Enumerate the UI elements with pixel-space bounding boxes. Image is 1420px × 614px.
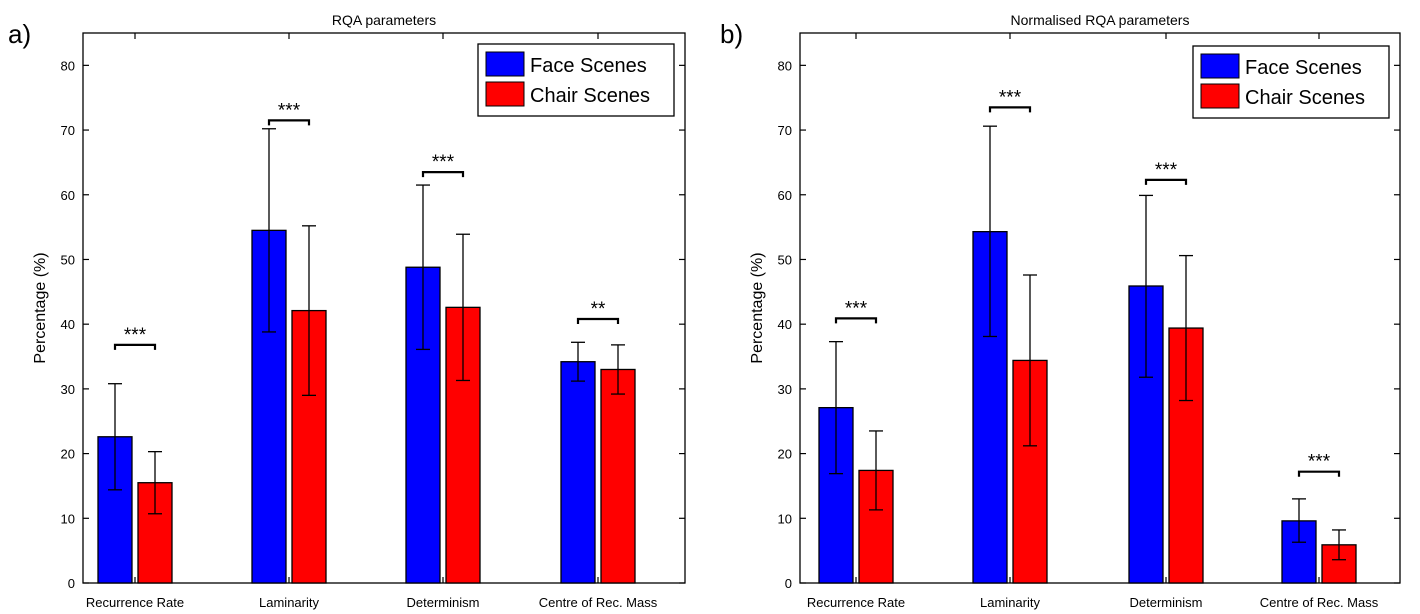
- y-tick-label: 30: [778, 382, 792, 397]
- y-tick-label: 10: [778, 511, 792, 526]
- legend-swatch: [1200, 83, 1240, 109]
- y-tick-label: 20: [61, 447, 75, 462]
- chart-title: Normalised RQA parameters: [1011, 12, 1190, 28]
- significance-bracket: [576, 317, 620, 324]
- y-axis-label: Percentage (%): [32, 252, 49, 363]
- panel-label: a): [8, 19, 31, 49]
- y-tick-label: 80: [778, 58, 792, 73]
- legend-swatch: [1200, 53, 1240, 79]
- chart-title: RQA parameters: [332, 12, 436, 28]
- significance-label: ***: [278, 100, 301, 121]
- panel-label: b): [720, 19, 743, 49]
- significance-bracket: [1297, 470, 1341, 477]
- y-tick-label: 10: [61, 511, 75, 526]
- y-tick-label: 0: [68, 576, 75, 591]
- significance-bracket: [421, 171, 465, 178]
- significance-label: ***: [1308, 452, 1331, 473]
- y-tick-label: 20: [778, 447, 792, 462]
- category-label: Recurrence Rate: [807, 595, 905, 610]
- significance-bracket: [113, 343, 157, 350]
- y-tick-label: 50: [61, 252, 75, 267]
- category-label: Laminarity: [259, 595, 319, 610]
- axes-frame: [799, 32, 1401, 584]
- category-label: Determinism: [407, 595, 480, 610]
- legend-label: Chair Scenes: [530, 85, 650, 107]
- legend-label: Face Scenes: [530, 55, 647, 77]
- category-label: Centre of Rec. Mass: [539, 595, 658, 610]
- y-tick-label: 30: [61, 382, 75, 397]
- y-tick-label: 60: [61, 188, 75, 203]
- significance-label: ***: [999, 87, 1022, 108]
- legend-swatch: [485, 81, 525, 107]
- significance-label: ***: [1155, 160, 1178, 181]
- axes-frame: [82, 32, 686, 584]
- category-label: Centre of Rec. Mass: [1260, 595, 1379, 610]
- significance-label: ***: [432, 152, 455, 173]
- face-bar: [251, 229, 287, 584]
- chart-panel-b: b) Normalised RQA parameters 0 10 20 30 40 50 60…: [720, 12, 1401, 610]
- y-tick-label: 70: [61, 123, 75, 138]
- category-label: Recurrence Rate: [86, 595, 184, 610]
- y-axis-label: Percentage (%): [749, 252, 766, 363]
- significance-label: **: [591, 299, 606, 320]
- legend-swatch: [485, 51, 525, 77]
- chair-bar: [600, 368, 636, 584]
- significance-bracket: [267, 119, 311, 126]
- significance-bracket: [834, 317, 878, 324]
- y-tick-label: 0: [785, 576, 792, 591]
- y-tick-label: 40: [61, 317, 75, 332]
- category-label: Laminarity: [980, 595, 1040, 610]
- y-tick-label: 70: [778, 123, 792, 138]
- significance-bracket: [1144, 178, 1188, 185]
- significance-label: ***: [124, 325, 147, 346]
- y-tick-label: 50: [778, 252, 792, 267]
- chart-panel-a: a) RQA parameters 0 10 20 30 40 50 60 70 80 Percent…: [8, 12, 686, 610]
- face-bar: [560, 361, 596, 584]
- y-tick-label: 40: [778, 317, 792, 332]
- significance-label: ***: [845, 298, 868, 319]
- y-tick-label: 80: [61, 58, 75, 73]
- y-tick-label: 60: [778, 188, 792, 203]
- legend-label: Face Scenes: [1245, 57, 1362, 79]
- legend-label: Chair Scenes: [1245, 87, 1365, 109]
- significance-bracket: [988, 106, 1032, 113]
- category-label: Determinism: [1130, 595, 1203, 610]
